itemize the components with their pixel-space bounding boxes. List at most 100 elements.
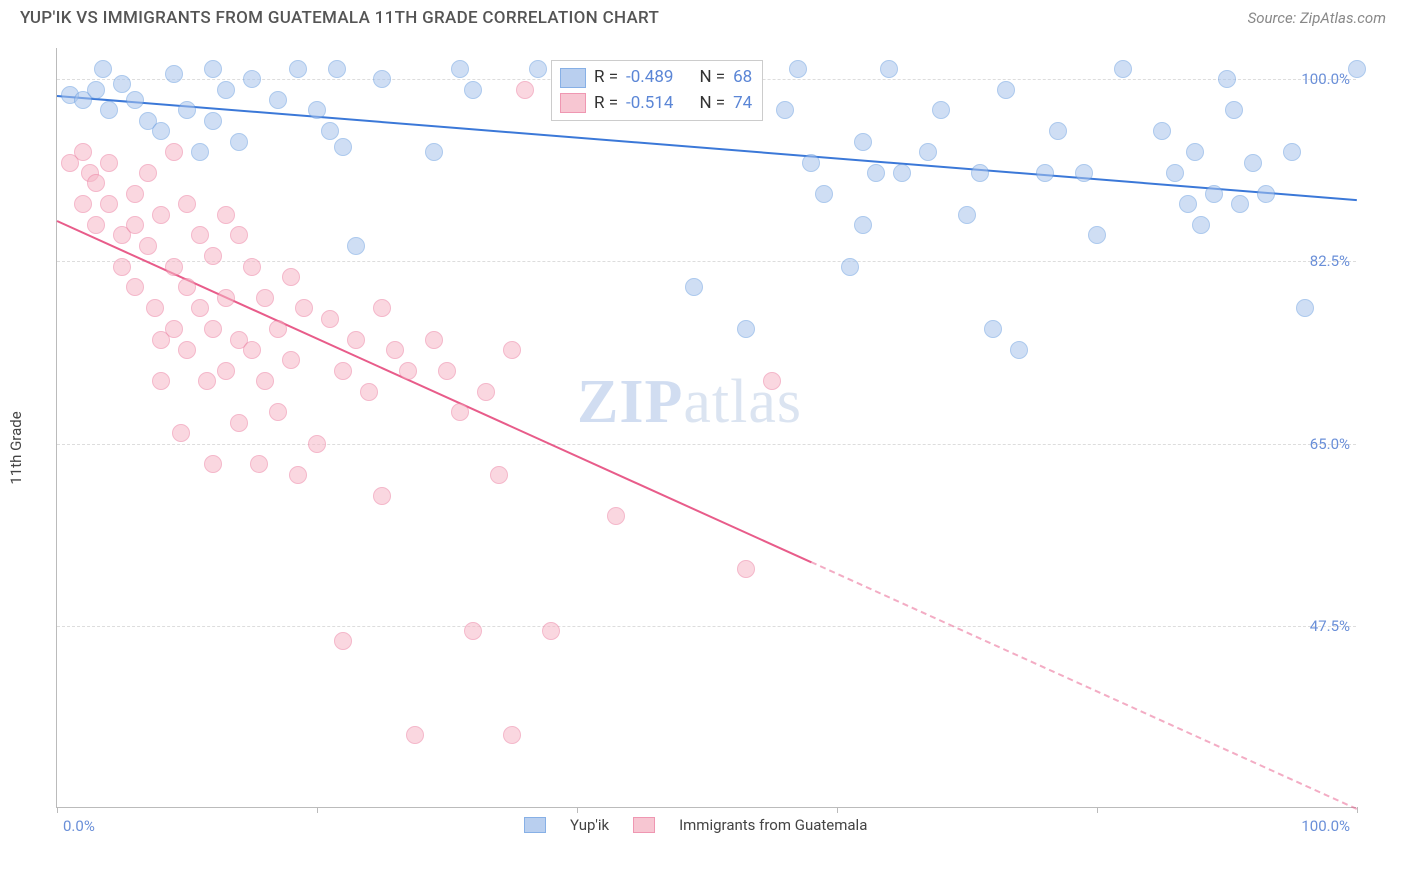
chart-area: 11th Grade 47.5%65.0%82.5%100.0%0.0%100.…: [0, 38, 1406, 858]
data-point: [1296, 299, 1314, 317]
data-point: [230, 226, 248, 244]
data-point: [425, 143, 443, 161]
data-point: [464, 81, 482, 99]
n-value: 74: [733, 91, 752, 117]
data-point: [1036, 164, 1054, 182]
data-point: [438, 362, 456, 380]
r-label: R =: [594, 65, 618, 91]
data-point: [100, 195, 118, 213]
swatch-icon: [560, 93, 586, 113]
data-point: [113, 258, 131, 276]
data-point: [178, 341, 196, 359]
data-point: [1225, 101, 1243, 119]
data-point: [425, 331, 443, 349]
data-point: [477, 383, 495, 401]
gridline: [57, 444, 1356, 445]
data-point: [1244, 154, 1262, 172]
data-point: [347, 237, 365, 255]
data-point: [1166, 164, 1184, 182]
ytick-label: 82.5%: [1310, 252, 1350, 270]
data-point: [464, 622, 482, 640]
data-point: [334, 138, 352, 156]
xtick: [577, 807, 578, 813]
data-point: [289, 60, 307, 78]
data-point: [74, 143, 92, 161]
data-point: [165, 143, 183, 161]
data-point: [1088, 226, 1106, 244]
data-point: [737, 560, 755, 578]
data-point: [146, 299, 164, 317]
data-point: [178, 278, 196, 296]
data-point: [126, 91, 144, 109]
data-point: [542, 622, 560, 640]
data-point: [451, 403, 469, 421]
data-point: [289, 466, 307, 484]
data-point: [1283, 143, 1301, 161]
data-point: [243, 258, 261, 276]
data-point: [1192, 216, 1210, 234]
n-label: N =: [699, 65, 725, 91]
data-point: [776, 101, 794, 119]
xtick: [837, 807, 838, 813]
data-point: [269, 320, 287, 338]
data-point: [269, 403, 287, 421]
data-point: [971, 164, 989, 182]
data-point: [191, 143, 209, 161]
data-point: [217, 81, 235, 99]
data-point: [399, 362, 417, 380]
data-point: [74, 195, 92, 213]
data-point: [1348, 60, 1366, 78]
data-point: [243, 70, 261, 88]
data-point: [204, 455, 222, 473]
data-point: [490, 466, 508, 484]
data-point: [1231, 195, 1249, 213]
data-point: [191, 299, 209, 317]
data-point: [997, 81, 1015, 99]
data-point: [1186, 143, 1204, 161]
data-point: [126, 216, 144, 234]
data-point: [321, 310, 339, 328]
data-point: [360, 383, 378, 401]
data-point: [1218, 70, 1236, 88]
data-point: [165, 65, 183, 83]
data-point: [152, 122, 170, 140]
data-point: [685, 278, 703, 296]
ytick-label: 47.5%: [1310, 617, 1350, 635]
data-point: [789, 60, 807, 78]
data-point: [139, 164, 157, 182]
swatch-guatemala: [633, 817, 655, 833]
data-point: [841, 258, 859, 276]
data-point: [932, 101, 950, 119]
xtick: [57, 807, 58, 813]
xtick-label-min: 0.0%: [63, 817, 95, 835]
data-point: [308, 435, 326, 453]
data-point: [204, 112, 222, 130]
y-axis-label: 11th Grade: [7, 411, 25, 484]
data-point: [94, 60, 112, 78]
data-point: [737, 320, 755, 338]
n-value: 68: [733, 65, 752, 91]
data-point: [204, 60, 222, 78]
plot-region: 47.5%65.0%82.5%100.0%0.0%100.0%ZIPatlasR…: [56, 48, 1356, 808]
data-point: [217, 362, 235, 380]
data-point: [250, 455, 268, 473]
data-point: [984, 320, 1002, 338]
data-point: [607, 507, 625, 525]
data-point: [139, 237, 157, 255]
ytick-label: 100.0%: [1301, 70, 1350, 88]
correlation-legend: R = -0.489N = 68R = -0.514N = 74: [551, 60, 763, 121]
data-point: [191, 226, 209, 244]
data-point: [282, 351, 300, 369]
r-label: R =: [594, 91, 618, 117]
data-point: [204, 247, 222, 265]
data-point: [919, 143, 937, 161]
series-legend: Yup'ik Immigrants from Guatemala: [524, 816, 867, 834]
data-point: [308, 101, 326, 119]
data-point: [152, 206, 170, 224]
data-point: [1179, 195, 1197, 213]
legend-label-guatemala: Immigrants from Guatemala: [679, 816, 867, 834]
ytick-label: 65.0%: [1310, 435, 1350, 453]
data-point: [815, 185, 833, 203]
data-point: [295, 299, 313, 317]
r-value: -0.489: [626, 65, 673, 91]
